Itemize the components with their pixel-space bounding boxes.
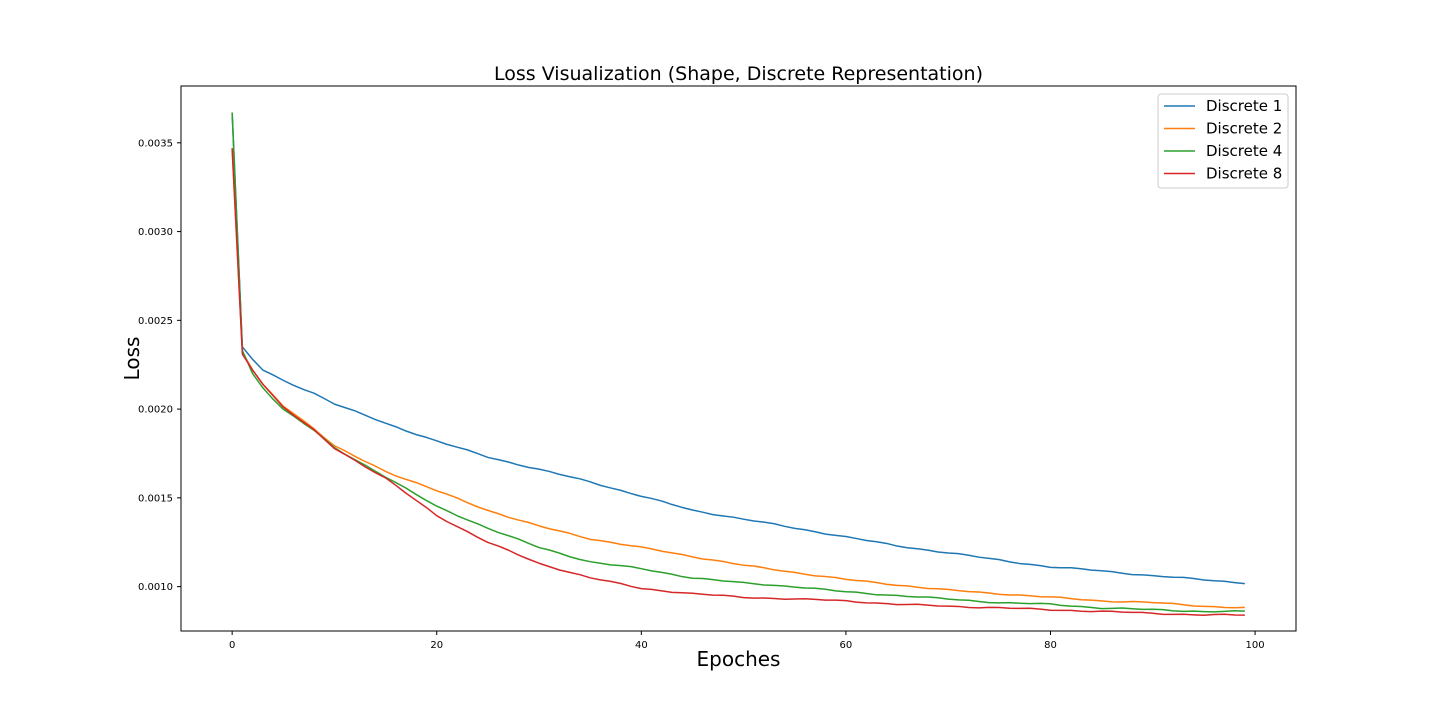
- series-line-discrete-1: [231, 112, 1245, 585]
- x-tick-label: 60: [840, 640, 853, 651]
- legend-frame: [1157, 93, 1289, 189]
- legend-label: Discrete 1: [1206, 97, 1282, 115]
- y-tick-label: 0.0015: [138, 493, 173, 504]
- legend-label: Discrete 8: [1206, 165, 1282, 183]
- y-axis-label: Loss: [120, 337, 144, 381]
- y-tick-label: 0.0020: [138, 405, 173, 416]
- x-tick-label: 20: [430, 640, 443, 651]
- legend-label: Discrete 2: [1206, 120, 1282, 138]
- plot-frame: [180, 85, 1297, 632]
- y-tick-label: 0.0030: [138, 227, 173, 238]
- legend-label: Discrete 4: [1206, 142, 1282, 160]
- y-tick-label: 0.0010: [138, 582, 173, 593]
- x-tick-label: 80: [1044, 640, 1057, 651]
- x-axis-label: Epoches: [697, 647, 781, 671]
- y-tick-label: 0.0025: [138, 316, 173, 327]
- x-tick-label: 0: [229, 640, 235, 651]
- series-layer: [231, 112, 1245, 617]
- series-line-discrete-8: [231, 148, 1245, 617]
- x-tick-label: 40: [635, 640, 648, 651]
- series-line-discrete-2: [231, 149, 1245, 609]
- series-line-discrete-4: [231, 112, 1245, 613]
- x-tick-label: 100: [1246, 640, 1265, 651]
- y-axis-ticks: 0.0010 0.0015 0.0020 0.0025 0.0030 0.0035: [138, 138, 181, 593]
- chart-title: Loss Visualization (Shape, Discrete Repr…: [494, 63, 983, 85]
- legend: Discrete 1 Discrete 2 Discrete 4 Discrete 8: [1157, 93, 1289, 189]
- x-axis-ticks: 0 20 40 60 80 100: [229, 631, 1265, 651]
- y-tick-label: 0.0035: [138, 138, 173, 149]
